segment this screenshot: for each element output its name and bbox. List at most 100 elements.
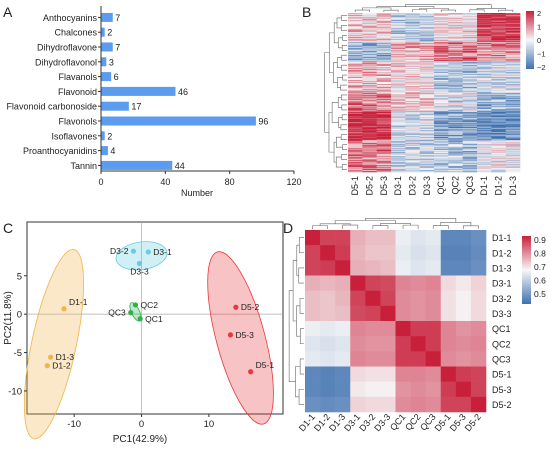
heatmap-cell [462, 23, 478, 25]
heatmap-cell [505, 49, 521, 51]
heatmap-cell [491, 42, 506, 44]
heatmap-cell [362, 169, 377, 171]
heatmap-cell [491, 68, 506, 70]
heatmap-cell [434, 142, 449, 144]
heatmap-cell [405, 109, 420, 111]
heatmap-cell [462, 14, 478, 16]
heatmap-cell [362, 152, 377, 154]
heatmap-cell [462, 50, 478, 52]
heatmap-cell [405, 13, 420, 14]
correlation-cell [470, 366, 487, 382]
column-label: D3-1 [393, 176, 403, 196]
heatmap-cell [405, 64, 420, 66]
heatmap-cell [362, 48, 377, 50]
heatmap-cell [391, 22, 406, 24]
heatmap-cell [405, 38, 420, 40]
heatmap-cell [376, 158, 392, 160]
category-label: Chalcones [54, 28, 97, 38]
heatmap-cell [477, 138, 492, 140]
heatmap-cell [477, 100, 492, 102]
heatmap-cell [391, 136, 406, 138]
heatmap-cell [448, 28, 463, 30]
heatmap-cell [505, 146, 521, 148]
heatmap-cell [505, 160, 521, 162]
heatmap-cell [448, 98, 463, 100]
heatmap-cell [348, 26, 363, 28]
heatmap-cell [477, 151, 492, 153]
heatmap-cell [348, 100, 363, 102]
heatmap-cell [448, 121, 463, 123]
heatmap-cell [491, 67, 506, 69]
heatmap-cell [405, 138, 420, 140]
heatmap-cell [434, 25, 449, 27]
heatmap-cell [419, 68, 435, 70]
heatmap-cell [434, 162, 449, 164]
heatmap-cell [448, 115, 463, 117]
dendrogram-branch [288, 290, 296, 382]
heatmap-cell [477, 70, 492, 72]
heatmap-cell [391, 67, 406, 69]
heatmap-cell [434, 13, 449, 15]
heatmap-cell [348, 144, 363, 146]
heatmap-cell [362, 140, 377, 142]
heatmap-cell [376, 56, 392, 58]
heatmap-cell [419, 124, 435, 126]
heatmap-cell [419, 81, 435, 83]
heatmap-cell [462, 30, 478, 32]
heatmap-cell [362, 91, 377, 93]
correlation-cell [425, 275, 442, 291]
correlation-cell [305, 366, 321, 382]
heatmap-cell [448, 44, 463, 46]
heatmap-cell [491, 73, 506, 75]
heatmap-cell [362, 105, 377, 106]
heatmap-cell [448, 108, 463, 110]
heatmap-cell [505, 46, 521, 48]
heatmap-cell [376, 122, 392, 124]
heatmap-cell [491, 157, 506, 159]
heatmap-cell [477, 167, 492, 169]
heatmap-cell [448, 87, 463, 89]
dendrogram-branch [341, 15, 347, 21]
heatmap-cell [419, 125, 435, 127]
heatmap-cell [505, 100, 521, 102]
heatmap-cell [376, 125, 392, 127]
heatmap-cell [434, 74, 449, 76]
dendrogram-branch [324, 52, 330, 133]
heatmap-cell [348, 81, 363, 83]
heatmap-cell [348, 87, 363, 89]
heatmap-cell [448, 88, 463, 90]
heatmap-cell [434, 144, 449, 146]
heatmap-cell [434, 169, 449, 171]
heatmap-cell [505, 135, 521, 137]
heatmap-cell [462, 146, 478, 148]
heatmap-cell [405, 51, 420, 53]
heatmap-cell [419, 73, 435, 75]
heatmap-cell [491, 106, 506, 108]
heatmap-cell [419, 130, 435, 132]
heatmap-cell [491, 15, 506, 17]
heatmap-cell [448, 47, 463, 49]
heatmap-cell [376, 148, 392, 150]
category-label: Flavanols [58, 72, 97, 82]
heatmap-cell [376, 17, 392, 19]
heatmap-cell [348, 96, 363, 98]
heatmap-cell [362, 129, 377, 131]
heatmap-cell [462, 121, 478, 123]
heatmap-cell [348, 71, 363, 73]
heatmap-cell [448, 57, 463, 59]
heatmap-cell [362, 112, 377, 114]
heatmap-cell [419, 27, 435, 29]
heatmap-cell [391, 82, 406, 83]
heatmap-cell [348, 56, 363, 58]
heatmap-cell [477, 63, 492, 65]
heatmap-cell [477, 38, 492, 40]
heatmap-cell [348, 50, 363, 52]
heatmap-cell [448, 128, 463, 129]
heatmap-cell [391, 92, 406, 94]
heatmap-cell [362, 73, 377, 75]
heatmap-cell [462, 84, 478, 86]
heatmap-cell [462, 106, 478, 108]
heatmap-cell [405, 157, 420, 159]
heatmap-cell [405, 36, 420, 37]
heatmap-cell [448, 69, 463, 71]
